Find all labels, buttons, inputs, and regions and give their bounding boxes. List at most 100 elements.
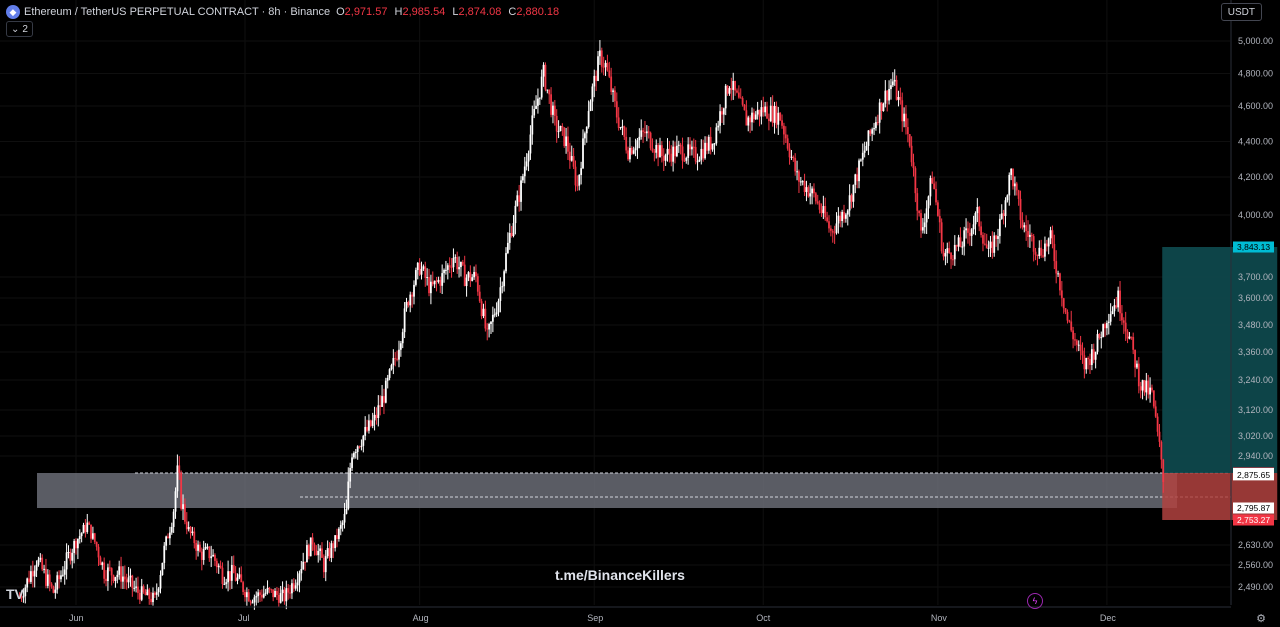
candle-body (503, 271, 506, 287)
candle-body (413, 284, 415, 297)
price-tick: 4,200.00 (1238, 172, 1273, 182)
support-zone[interactable] (37, 473, 1177, 508)
candle-body (931, 178, 934, 184)
candle-body (938, 215, 941, 223)
candle-body (946, 248, 949, 254)
candle-body (1152, 390, 1155, 407)
candle-body (396, 358, 398, 360)
candle-body (125, 579, 128, 583)
ohlc-values: O2,971.57 H2,985.54 L2,874.08 C2,880.18 (336, 6, 563, 18)
candle-body (1090, 349, 1093, 365)
tradingview-logo[interactable]: TV (6, 586, 24, 602)
candle-body (811, 188, 813, 194)
candle-body (110, 568, 113, 576)
candle-body (452, 257, 455, 268)
candle-body (189, 526, 192, 534)
candle-body (837, 215, 840, 224)
indicator-count: 2 (22, 23, 28, 35)
candle-body (702, 148, 705, 159)
candle-body (176, 465, 179, 492)
price-tick: 3,600.00 (1238, 293, 1273, 303)
candle-body (123, 576, 126, 580)
candle-body (103, 562, 106, 579)
price-tick: 3,700.00 (1238, 272, 1273, 282)
candle-body (240, 574, 243, 583)
candle-body (831, 230, 834, 233)
candle-body (249, 601, 252, 603)
candle-body (595, 75, 598, 81)
candle-body (236, 577, 239, 581)
time-axis[interactable]: Jun Jul Aug Sep Oct Nov Dec (0, 606, 1231, 623)
price-axis[interactable]: 5,000.00 4,800.00 4,600.00 4,400.00 4,200.00… (1230, 0, 1274, 605)
candle-body (818, 203, 821, 210)
indicators-toggle-button[interactable]: ⌄ 2 (6, 21, 33, 37)
candle-body (632, 150, 635, 154)
candle-body (165, 536, 168, 546)
price-label-text: 2,795.87 (1237, 503, 1270, 513)
chart-zones (37, 247, 1278, 520)
symbol-title[interactable]: Ethereum / TetherUS PERPETUAL CONTRACT ·… (24, 6, 331, 18)
candle-body (734, 80, 736, 91)
candle-body (375, 414, 378, 419)
candle-body (959, 237, 962, 247)
candle-body (1113, 305, 1116, 312)
candle-body (170, 526, 173, 533)
price-tick: 4,800.00 (1238, 69, 1273, 79)
candle-body (762, 107, 765, 113)
candle-body (531, 115, 534, 135)
candle-body (351, 457, 353, 468)
candle-body (1064, 308, 1067, 312)
candle-body (1092, 349, 1095, 360)
candle-body (921, 227, 924, 231)
candle-body (645, 131, 648, 134)
candle-body (1147, 380, 1150, 395)
candle-body (292, 583, 295, 589)
candle-body (544, 64, 547, 90)
candle-body (841, 211, 844, 222)
candle-body (1023, 225, 1026, 228)
candle-body (20, 597, 23, 599)
candle-body (880, 102, 883, 112)
candle-body (741, 98, 744, 105)
candle-body (1162, 459, 1165, 483)
candle-body (138, 592, 141, 600)
candle-body (824, 206, 827, 218)
candle-body (463, 264, 466, 287)
ethereum-logo-icon: ◆ (6, 5, 20, 19)
candle-body (97, 546, 100, 558)
candle-body (835, 223, 838, 233)
long-position-target[interactable] (1162, 247, 1278, 473)
price-tick: 4,400.00 (1238, 137, 1273, 147)
candle-body (520, 180, 522, 202)
candle-body (875, 122, 877, 129)
candle-body (45, 568, 47, 586)
candle-body (185, 521, 188, 530)
candle-body (191, 531, 194, 534)
candle-body (95, 541, 98, 547)
candle-body (730, 88, 733, 90)
candle-body (570, 156, 573, 161)
candle-body (950, 252, 952, 260)
currency-selector[interactable]: USDT (1220, 3, 1262, 21)
candle-body (448, 265, 451, 267)
candle-body (153, 592, 156, 595)
price-label-plain: 2,795.87 (1233, 502, 1274, 514)
candle-body (704, 142, 706, 159)
candle-body (890, 85, 892, 90)
candle-body (28, 578, 30, 582)
candle-body (493, 314, 496, 316)
lightning-icon[interactable]: ϟ (1027, 593, 1043, 609)
price-label-text: 3,843.13 (1237, 242, 1270, 252)
candle-body (593, 75, 596, 87)
candle-body (1066, 311, 1069, 321)
candle-body (41, 557, 44, 570)
candle-body (461, 261, 464, 265)
candle-body (651, 148, 654, 152)
candle-body (180, 472, 183, 510)
candle-body (101, 562, 104, 566)
candle-body (685, 157, 688, 161)
settings-gear-icon[interactable]: ⚙ (1256, 613, 1266, 625)
candle-body (321, 548, 323, 558)
candle-body (852, 184, 855, 202)
